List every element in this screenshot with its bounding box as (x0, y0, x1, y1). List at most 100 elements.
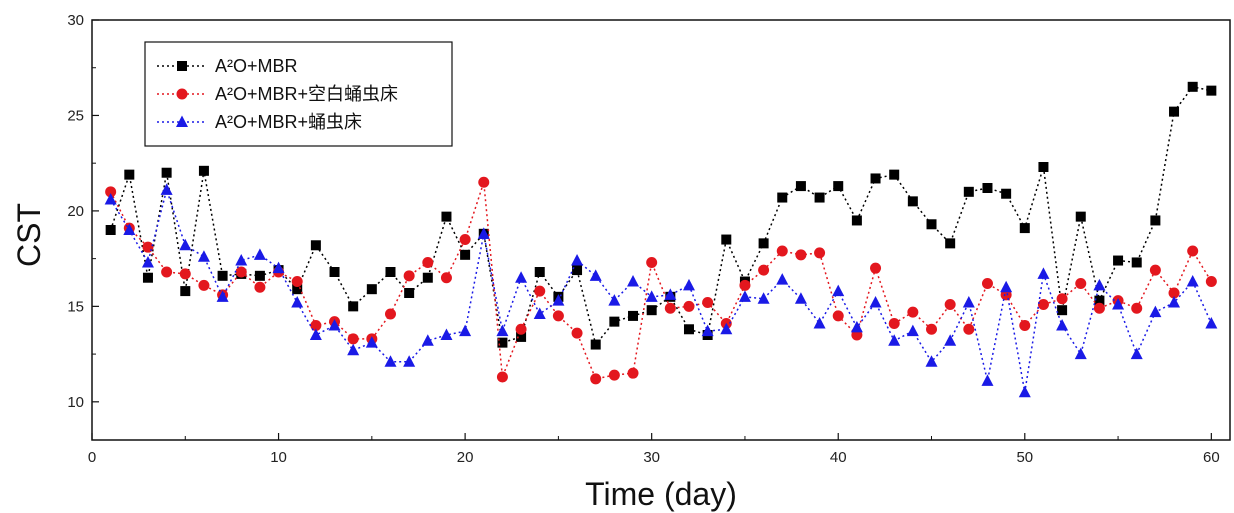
data-point (1168, 296, 1181, 308)
data-point (421, 334, 434, 346)
data-point (216, 290, 229, 302)
data-point (926, 219, 937, 230)
data-point (1187, 245, 1199, 257)
data-point (628, 310, 639, 321)
data-point (347, 343, 360, 356)
data-point (516, 331, 527, 342)
data-point (1130, 347, 1143, 360)
data-point (384, 355, 397, 367)
data-point (496, 371, 508, 383)
data-point (646, 256, 658, 268)
data-point (254, 281, 266, 293)
data-point (682, 278, 695, 291)
data-point (477, 227, 490, 239)
data-point (906, 324, 919, 337)
legend-label: A²O+MBR+蛹虫床 (215, 112, 362, 132)
data-point (515, 271, 528, 283)
data-point (571, 327, 583, 339)
data-point (683, 324, 694, 335)
data-point (907, 306, 919, 318)
data-point (702, 297, 714, 309)
data-point (814, 247, 826, 259)
data-point (1056, 318, 1069, 331)
data-point (945, 238, 956, 249)
data-point (217, 270, 228, 281)
data-point (757, 292, 770, 304)
data-point (944, 334, 957, 346)
data-point (1093, 278, 1106, 291)
data-point (851, 215, 862, 226)
x-tick-label: 60 (1203, 449, 1220, 466)
data-point (552, 310, 564, 322)
data-point (142, 241, 154, 253)
data-point (1001, 188, 1012, 199)
data-point (962, 296, 975, 308)
data-point (254, 270, 265, 281)
data-point (794, 292, 807, 304)
data-point (478, 176, 490, 188)
data-point (646, 305, 657, 316)
data-point (403, 355, 416, 367)
data-point (1112, 297, 1125, 310)
data-point (366, 284, 377, 295)
data-point (1074, 347, 1087, 360)
series-2 (105, 176, 1217, 385)
data-point (1149, 264, 1161, 276)
data-point (664, 288, 677, 300)
data-point (813, 317, 826, 329)
data-point (309, 328, 322, 340)
data-point (142, 272, 153, 283)
data-point (291, 276, 303, 288)
x-tick-label: 10 (270, 449, 287, 466)
data-point (721, 234, 732, 245)
data-point (1168, 287, 1180, 299)
data-point (384, 308, 396, 320)
data-point (422, 256, 434, 268)
series-line (109, 182, 1212, 380)
data-point (496, 324, 509, 337)
data-point (963, 186, 974, 197)
data-point (720, 322, 733, 335)
legend-label: A²O+MBR+空白蛹虫床 (215, 84, 398, 104)
data-point (608, 369, 620, 381)
data-point (795, 181, 806, 192)
data-point (776, 273, 789, 285)
data-point (235, 254, 248, 266)
data-point (1075, 211, 1086, 222)
data-point (738, 290, 751, 302)
data-point (572, 265, 583, 276)
data-point (179, 268, 191, 280)
data-point (963, 323, 975, 335)
data-point (440, 272, 452, 284)
data-point (385, 267, 396, 277)
data-point (1093, 302, 1105, 314)
data-point (590, 373, 602, 385)
data-point (870, 173, 881, 184)
data-point (1149, 305, 1162, 318)
legend-box (144, 41, 453, 147)
data-point (1169, 106, 1180, 117)
legend-marker (176, 115, 188, 127)
series-line (109, 85, 1212, 347)
data-point (179, 238, 192, 251)
series-line (110, 187, 1213, 393)
data-point (589, 269, 602, 281)
data-point (645, 290, 658, 302)
data-point (403, 270, 415, 282)
data-point (907, 196, 918, 207)
data-point (814, 192, 825, 203)
data-point (1131, 302, 1143, 314)
data-point (833, 181, 844, 192)
data-point (795, 249, 807, 261)
data-point (850, 320, 863, 333)
plot-frame (91, 19, 1231, 441)
data-point (925, 355, 938, 367)
data-point (272, 261, 285, 274)
data-point (1113, 255, 1124, 266)
x-tick-label: 40 (830, 449, 847, 466)
data-point (776, 245, 788, 257)
data-point (608, 294, 621, 306)
data-point (1205, 317, 1218, 329)
data-point (758, 264, 770, 276)
